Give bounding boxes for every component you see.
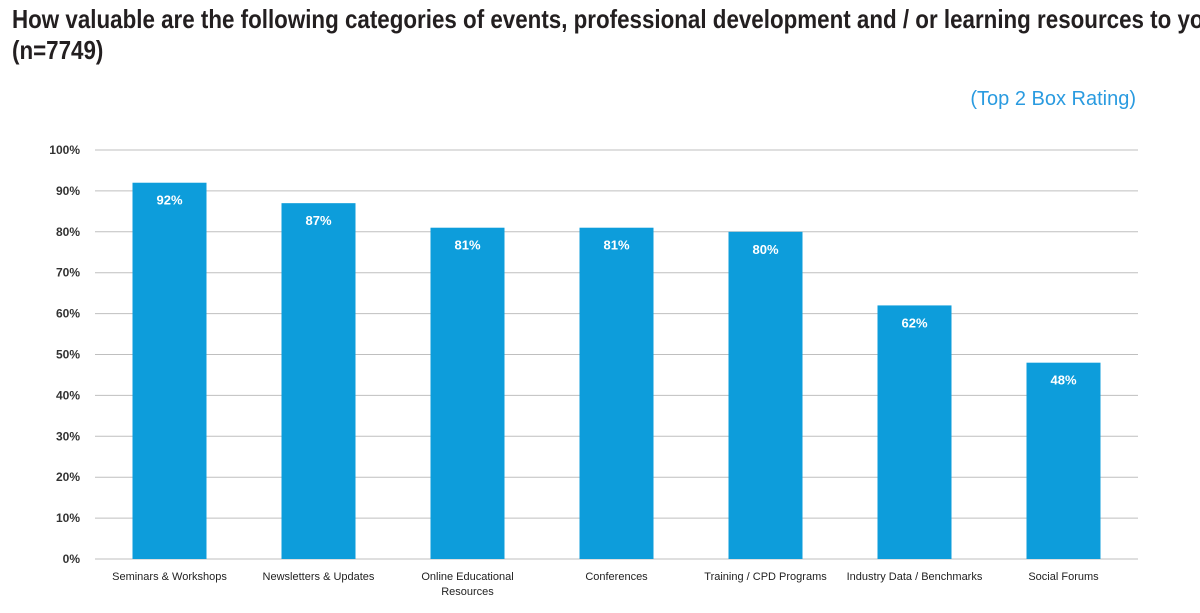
bar [579, 227, 654, 559]
bar-value-label: 87% [305, 213, 331, 228]
chart-subtitle: (Top 2 Box Rating) [970, 88, 1136, 110]
y-tick-label: 70% [56, 266, 80, 280]
y-tick-label: 30% [56, 429, 80, 443]
y-tick-label: 20% [56, 470, 80, 484]
bar-value-label: 81% [454, 238, 480, 253]
y-tick-label: 80% [56, 225, 80, 239]
bar [281, 203, 356, 560]
bar-value-label: 81% [603, 238, 629, 253]
x-category-label: Newsletters & Updates [263, 571, 375, 583]
x-category-label: Industry Data / Benchmarks [847, 571, 983, 583]
x-category-label: Conferences [585, 571, 648, 583]
x-axis: Seminars & Workshops Newsletters & Update… [112, 571, 1099, 598]
y-tick-label: 50% [56, 348, 80, 362]
bar-value-label: 80% [752, 242, 778, 257]
x-category-label: Social Forums [1028, 571, 1099, 583]
bar-value-label: 92% [156, 193, 182, 208]
bar [132, 182, 207, 559]
y-tick-label: 60% [56, 307, 80, 321]
bar [430, 227, 505, 559]
chart-title: How valuable are the following categorie… [12, 4, 1200, 66]
bar-value-label: 62% [901, 315, 927, 330]
x-category-label: Online Educational [421, 571, 513, 583]
y-tick-label: 40% [56, 388, 80, 402]
bar [728, 231, 803, 560]
chart-title-line-2: (n=7749) [12, 35, 104, 65]
x-category-label: Seminars & Workshops [112, 571, 227, 583]
y-tick-label: 0% [63, 552, 81, 566]
bar [1026, 362, 1101, 559]
y-tick-label: 10% [56, 511, 80, 525]
y-tick-label: 90% [56, 184, 80, 198]
bars: 92% 87% 81% 81% 80% 62% 48% [132, 182, 1101, 560]
bar [877, 305, 952, 559]
y-axis: 0% 10% 20% 30% 40% 50% 60% 70% 80% 90% 100% [49, 143, 80, 566]
x-category-label: Resources [441, 586, 494, 598]
y-tick-label: 100% [49, 143, 80, 157]
chart-title-line-1: How valuable are the following categorie… [12, 4, 1200, 34]
x-category-label: Training / CPD Programs [704, 571, 827, 583]
bar-value-label: 48% [1050, 373, 1076, 388]
